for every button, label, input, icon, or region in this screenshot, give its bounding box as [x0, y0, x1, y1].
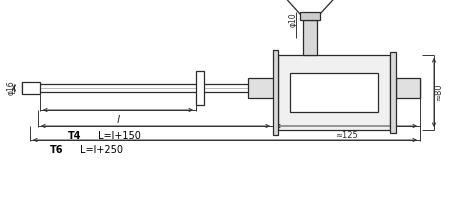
Text: l: l [116, 115, 119, 125]
Text: φ16: φ16 [7, 81, 15, 95]
Bar [22, 82, 40, 94]
Text: T6: T6 [50, 145, 63, 155]
Text: ≈80: ≈80 [434, 84, 443, 101]
Bar [302, 20, 317, 55]
Text: T4: T4 [68, 131, 81, 141]
Bar [395, 78, 419, 98]
Text: L=l+150: L=l+150 [98, 131, 140, 141]
Bar [248, 78, 278, 98]
Bar [196, 71, 204, 105]
Text: φ10: φ10 [288, 13, 297, 27]
Text: ≈125: ≈125 [335, 131, 357, 140]
Bar [389, 52, 395, 133]
Bar [278, 55, 389, 130]
Text: L=l+250: L=l+250 [80, 145, 123, 155]
Bar [289, 73, 377, 112]
Bar [299, 12, 319, 20]
Bar [272, 50, 278, 135]
